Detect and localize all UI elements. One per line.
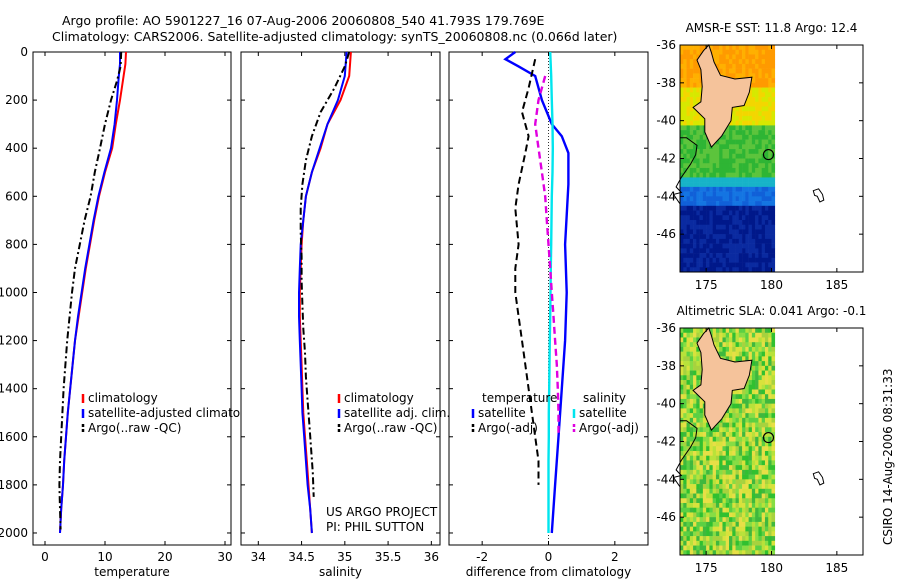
legend-item-3-label: Argo(..raw -QC): [344, 421, 437, 435]
x-tick-label: 175: [695, 278, 718, 292]
x-tick-label: 2: [611, 550, 619, 564]
y-tick-label: -42: [656, 435, 676, 449]
series-line-3: [58, 51, 123, 530]
x-tick-label: 180: [760, 561, 783, 575]
sst-map: 175 180 185 -36 -38 -40 -42 -44 -46 AMSR-E SST: 1…: [656, 21, 864, 292]
south-island-coast: [672, 420, 698, 488]
float-position-marker: [762, 431, 775, 444]
y-tick-label: 200: [5, 93, 28, 107]
x-tick-label: 185: [825, 278, 848, 292]
y-tick-label: 800: [5, 237, 28, 251]
legend-temp-argo-label: Argo(-adj): [478, 421, 538, 435]
x-tick-label: 0: [545, 550, 553, 564]
title-line-1: Argo profile: AO 5901227_16 07-Aug-2006 …: [62, 13, 545, 28]
y-tick-label: -38: [656, 359, 676, 373]
profile-panel-2: 34 34.5 35 35.5 36 salinity climatologysatelli…: [240, 51, 450, 579]
x-tick-label: 185: [825, 561, 848, 575]
north-island: [692, 44, 753, 149]
y-tick-label: 2000: [0, 526, 28, 540]
side-credit: CSIRO 14-Aug-2006 08:31:33: [881, 369, 895, 545]
legend-temp-sat-label: satellite: [478, 406, 526, 420]
x-axis-label: temperature: [94, 565, 169, 579]
axes-box: [240, 51, 441, 546]
x-tick-label: 180: [760, 278, 783, 292]
footer-pi: PI: PHIL SUTTON: [326, 520, 424, 534]
chatham-islands: [812, 188, 825, 203]
y-tick-label: 1400: [0, 382, 28, 396]
x-tick-label: 35.5: [375, 550, 402, 564]
series-line-3: [299, 51, 351, 497]
legend-sal-sat-label: satellite: [579, 406, 627, 420]
series-line-2: [59, 52, 121, 534]
series-line-4: [533, 75, 560, 437]
y-tick-label: -46: [656, 510, 676, 524]
axes-box: [32, 51, 232, 546]
y-tick-label: -36: [656, 38, 676, 52]
sla-map: 175 180 185 -36 -38 -40 -42 -44 -46 Altimetric SL…: [656, 304, 866, 575]
x-tick-label: 36: [424, 550, 439, 564]
x-tick-label: 30: [217, 550, 232, 564]
footer-project: US ARGO PROJECT: [326, 505, 438, 519]
south-island-coast: [672, 137, 698, 205]
x-tick-label: 175: [695, 561, 718, 575]
profile-panel-1: 0 10 20 30 0 200 400 600 800 1000 1200 1400 1600 1800…: [0, 45, 266, 579]
series-line-1: [503, 51, 570, 534]
legend-item-1-label: climatology: [344, 391, 414, 405]
y-tick-label: -44: [656, 472, 676, 486]
y-tick-label: -40: [656, 114, 676, 128]
float-position-marker: [762, 148, 775, 161]
legend-group-title: temperature: [482, 391, 557, 405]
y-tick-label: -40: [656, 397, 676, 411]
x-tick-label: 34.5: [288, 550, 315, 564]
legend-item-1-label: climatology: [88, 391, 158, 405]
series-line-2: [514, 58, 540, 485]
chatham-islands: [812, 471, 825, 486]
y-tick-label: 1000: [0, 285, 28, 299]
legend-group-title: salinity: [583, 391, 626, 405]
x-tick-label: 34: [251, 550, 266, 564]
y-tick-label: 400: [5, 141, 28, 155]
y-tick-label: -44: [656, 189, 676, 203]
y-tick-label: 1200: [0, 334, 28, 348]
y-tick-label: -36: [656, 321, 676, 335]
y-tick-label: 0: [20, 45, 28, 59]
y-tick-label: 1800: [0, 478, 28, 492]
legend-item-2-label: satellite-adjusted climatology: [88, 406, 266, 420]
series-line-3: [547, 51, 555, 533]
series-line-2: [298, 51, 348, 534]
x-axis-label: salinity: [319, 565, 362, 579]
title-line-2: Climatology: CARS2006. Satellite-adjuste…: [52, 29, 618, 44]
y-tick-label: 1600: [0, 430, 28, 444]
y-tick-label: -46: [656, 227, 676, 241]
legend-item-2-label: satellite adj. clim.: [344, 406, 450, 420]
legend-sal-argo-label: Argo(-adj): [579, 421, 639, 435]
x-tick-label: 10: [97, 550, 112, 564]
y-tick-label: 600: [5, 189, 28, 203]
x-tick-label: -2: [476, 550, 488, 564]
x-tick-label: 20: [157, 550, 172, 564]
map-title: AMSR-E SST: 11.8 Argo: 12.4: [686, 21, 858, 35]
y-tick-label: -42: [656, 152, 676, 166]
x-tick-label: 0: [41, 550, 49, 564]
y-tick-label: -38: [656, 76, 676, 90]
north-island: [692, 327, 753, 432]
map-title: Altimetric SLA: 0.041 Argo: -0.1: [677, 304, 867, 318]
legend-item-3-label: Argo(..raw -QC): [88, 421, 181, 435]
x-axis-label: difference from climatology: [466, 565, 632, 579]
x-tick-label: 35: [337, 550, 352, 564]
